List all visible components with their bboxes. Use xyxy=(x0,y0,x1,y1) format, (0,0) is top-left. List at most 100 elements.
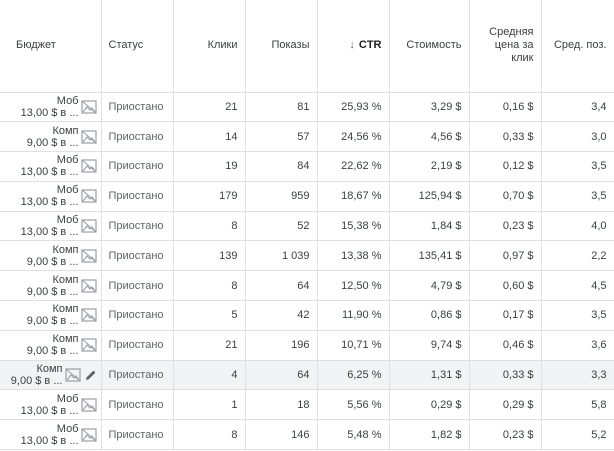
budget-cell[interactable]: Комп 9,00 $ в ... xyxy=(0,240,102,272)
header-budget[interactable]: Бюджет xyxy=(0,0,102,93)
status-cell[interactable]: Приостано xyxy=(101,181,174,212)
budget-cell[interactable]: Моб 13,00 $ в ... xyxy=(0,211,102,242)
budget-text: Комп 9,00 $ в ... xyxy=(21,244,79,268)
budget-name: Комп xyxy=(52,303,79,316)
avg-pos-cell: 5,8 xyxy=(541,389,614,421)
status-cell[interactable]: Приостано xyxy=(101,419,174,451)
status-cell[interactable]: Приостано xyxy=(101,270,174,302)
avg-cpc-cell: 0,46 $ xyxy=(469,330,542,361)
status-cell[interactable]: Приостано xyxy=(101,389,174,421)
status-cell[interactable]: Приостано xyxy=(101,300,174,331)
image-placeholder-icon[interactable] xyxy=(80,189,97,203)
budget-cell[interactable]: Комп 9,00 $ в ... xyxy=(0,300,102,331)
impressions-cell: 64 xyxy=(245,270,318,302)
impressions-cell: 64 xyxy=(245,360,318,391)
ctr-cell: 10,71 % xyxy=(317,330,390,361)
impressions-cell: 84 xyxy=(245,151,318,182)
budget-amount: 9,00 $ в ... xyxy=(26,136,79,149)
status-cell[interactable]: Приостано xyxy=(101,330,174,361)
pencil-icon[interactable] xyxy=(85,369,97,381)
impressions-cell: 42 xyxy=(245,300,318,331)
budget-text: Моб 13,00 $ в ... xyxy=(21,184,79,208)
image-placeholder-icon[interactable] xyxy=(80,308,97,323)
budget-cell[interactable]: Комп 9,00 $ в ... xyxy=(0,330,102,361)
budget-name: Моб xyxy=(56,214,79,227)
budget-name: Комп xyxy=(52,243,79,256)
image-placeholder-icon[interactable] xyxy=(80,398,97,412)
avg-cpc-cell: 0,16 $ xyxy=(469,92,542,123)
avg-cpc-cell: 0,23 $ xyxy=(469,419,542,451)
budget-text: Комп 9,00 $ в ... xyxy=(21,274,79,298)
avg-cpc-cell: 0,60 $ xyxy=(469,270,542,302)
impressions-cell: 1 039 xyxy=(245,240,318,272)
avg-pos-cell: 3,3 xyxy=(541,360,614,391)
ctr-cell: 5,48 % xyxy=(317,419,390,451)
budget-cell[interactable]: Моб 13,00 $ в ... xyxy=(0,389,102,421)
header-impressions[interactable]: Показы xyxy=(245,0,318,93)
cost-cell: 4,56 $ xyxy=(389,121,470,153)
image-placeholder-icon[interactable] xyxy=(80,279,97,293)
avg-pos-cell: 3,6 xyxy=(541,330,614,361)
budget-name: Моб xyxy=(56,154,79,167)
budget-name: Моб xyxy=(56,184,79,197)
budget-amount: 13,00 $ в ... xyxy=(20,404,79,417)
budget-cell[interactable]: Моб 13,00 $ в ... xyxy=(0,92,102,123)
ctr-cell: 15,38 % xyxy=(317,211,390,242)
status-cell[interactable]: Приостано xyxy=(101,211,174,242)
status-cell[interactable]: Приостано xyxy=(101,121,174,153)
budget-name: Комп xyxy=(52,124,79,137)
header-cost[interactable]: Стоимость xyxy=(389,0,470,93)
clicks-cell: 21 xyxy=(173,330,246,361)
impressions-cell: 959 xyxy=(245,181,318,212)
status-cell[interactable]: Приостано xyxy=(101,240,174,272)
avg-pos-cell: 3,0 xyxy=(541,121,614,153)
header-avg-pos[interactable]: Сред. поз. xyxy=(541,0,614,93)
status-cell[interactable]: Приостано xyxy=(101,360,174,391)
budget-cell[interactable]: Комп 9,00 $ в ... xyxy=(0,270,102,302)
avg-pos-cell: 4,5 xyxy=(541,270,614,302)
image-placeholder-icon[interactable] xyxy=(80,219,97,233)
header-ctr[interactable]: ↓ CTR xyxy=(317,0,390,93)
table-row: Комп 9,00 $ в ... Приостано 139 1 039 13… xyxy=(0,240,614,272)
image-placeholder-icon[interactable] xyxy=(80,100,97,114)
cost-cell: 1,31 $ xyxy=(389,360,470,391)
budget-amount: 13,00 $ в ... xyxy=(20,434,79,447)
avg-cpc-cell: 0,29 $ xyxy=(469,389,542,421)
header-status[interactable]: Статус xyxy=(101,0,174,93)
image-placeholder-icon[interactable] xyxy=(80,338,97,352)
header-clicks[interactable]: Клики xyxy=(173,0,246,93)
budget-name: Комп xyxy=(52,273,79,286)
budget-name: Моб xyxy=(56,422,79,435)
budget-cell[interactable]: Комп 9,00 $ в ... xyxy=(0,360,102,391)
status-cell[interactable]: Приостано xyxy=(101,92,174,123)
image-placeholder-icon[interactable] xyxy=(80,428,97,442)
clicks-cell: 8 xyxy=(173,270,246,302)
budget-cell[interactable]: Моб 13,00 $ в ... xyxy=(0,151,102,182)
table-row: Моб 13,00 $ в ... Приостано 19 84 22,62 … xyxy=(0,151,614,182)
image-placeholder-icon[interactable] xyxy=(80,130,97,144)
clicks-cell: 8 xyxy=(173,211,246,242)
ctr-cell: 5,56 % xyxy=(317,389,390,421)
image-placeholder-icon[interactable] xyxy=(64,368,81,382)
budget-amount: 13,00 $ в ... xyxy=(20,166,79,179)
table-header-row: Бюджет Статус Клики Показы ↓ CTR Стоимост… xyxy=(0,0,614,93)
avg-cpc-cell: 0,23 $ xyxy=(469,211,542,242)
header-avg-cpc[interactable]: Средняя цена за клик xyxy=(469,0,542,93)
ctr-cell: 22,62 % xyxy=(317,151,390,182)
avg-pos-cell: 3,5 xyxy=(541,151,614,182)
status-cell[interactable]: Приостано xyxy=(101,151,174,182)
budget-name: Комп xyxy=(36,363,63,376)
impressions-cell: 196 xyxy=(245,330,318,361)
image-placeholder-icon[interactable] xyxy=(80,249,97,263)
clicks-cell: 1 xyxy=(173,389,246,421)
budget-cell[interactable]: Моб 13,00 $ в ... xyxy=(0,419,102,451)
arrow-down-icon: ↓ xyxy=(349,39,355,52)
budget-amount: 9,00 $ в ... xyxy=(26,315,79,328)
budget-cell[interactable]: Комп 9,00 $ в ... xyxy=(0,121,102,153)
budget-cell[interactable]: Моб 13,00 $ в ... xyxy=(0,181,102,212)
budget-text: Комп 9,00 $ в ... xyxy=(5,363,63,387)
image-placeholder-icon[interactable] xyxy=(80,159,97,174)
impressions-cell: 146 xyxy=(245,419,318,451)
impressions-cell: 81 xyxy=(245,92,318,123)
